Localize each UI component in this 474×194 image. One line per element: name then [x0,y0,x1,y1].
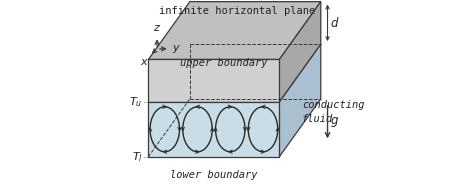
Text: $g$: $g$ [330,115,339,129]
Polygon shape [148,59,279,102]
Text: infinite horizontal plane: infinite horizontal plane [159,5,315,16]
Text: $x$: $x$ [140,57,149,67]
Text: $d$: $d$ [330,16,340,30]
Text: $z$: $z$ [153,23,161,33]
Polygon shape [279,2,321,102]
Text: $T_l$: $T_l$ [132,150,143,164]
Text: conducting
fluid: conducting fluid [302,100,365,124]
Text: $T_u$: $T_u$ [129,95,143,109]
Polygon shape [279,44,321,157]
Text: $y$: $y$ [172,43,181,55]
Text: lower boundary: lower boundary [170,170,258,180]
Text: upper boundary: upper boundary [181,58,268,68]
Polygon shape [148,102,279,157]
Polygon shape [148,2,321,59]
